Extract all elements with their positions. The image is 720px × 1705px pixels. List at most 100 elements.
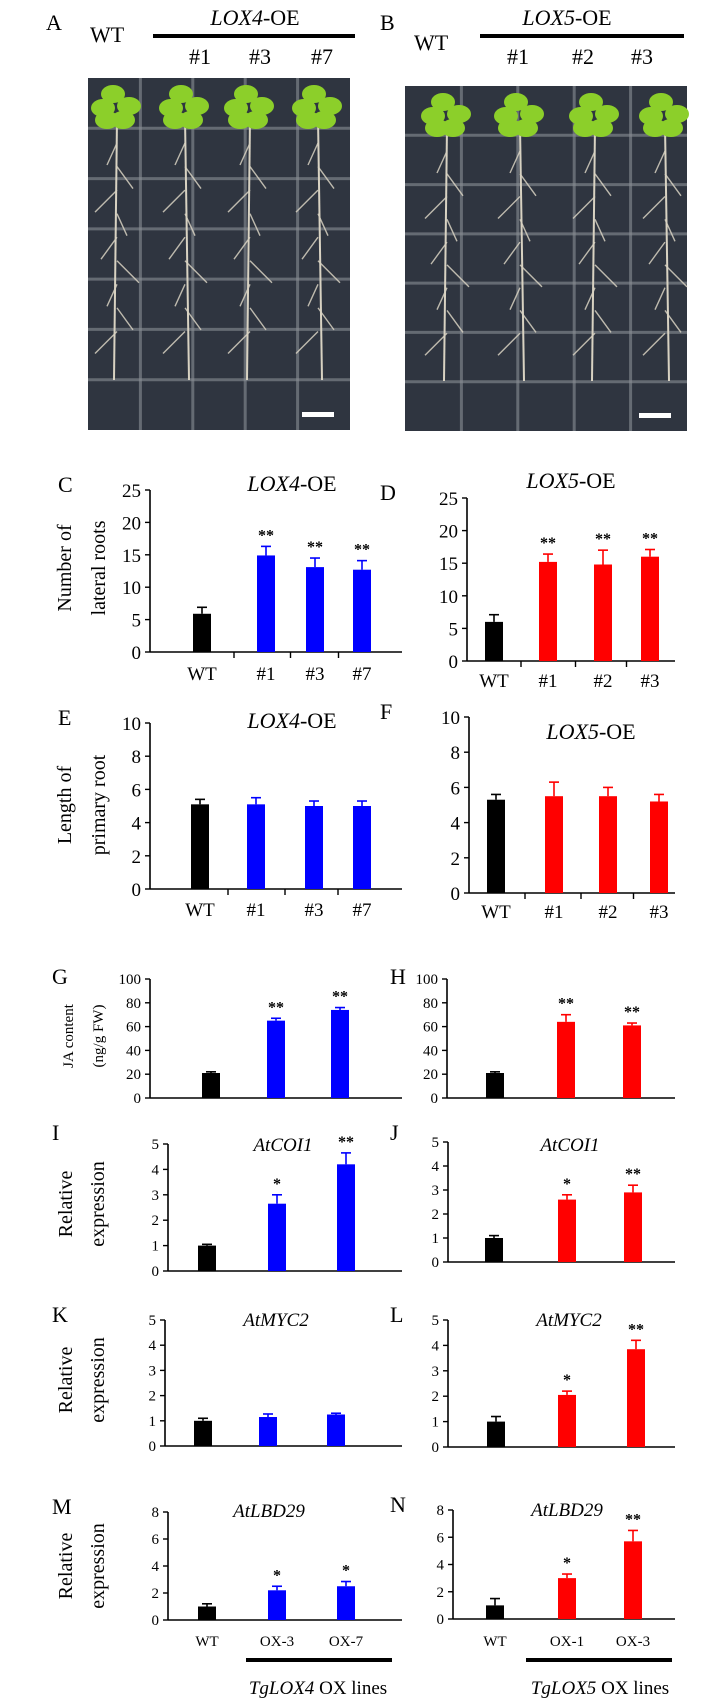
lateral-root: [446, 219, 458, 242]
y-tick-label: 40: [423, 1043, 438, 1059]
lateral-root: [239, 142, 251, 166]
panel-label: N: [390, 1492, 406, 1517]
bar: [202, 1073, 220, 1098]
lateral-root: [446, 310, 464, 333]
significance-mark: **: [624, 1004, 640, 1021]
lateral-root: [174, 284, 186, 307]
lateral-root: [239, 284, 251, 307]
y-tick-label: 0: [152, 1264, 160, 1280]
chart-D: D 0 5 10 15 20 25 WT ** #1 ** #2 ** #3 LOX5-OE: [380, 468, 675, 692]
y-tick-label: 4: [152, 1162, 160, 1178]
chart-title: LOX5-OE: [525, 468, 615, 493]
lateral-root: [642, 196, 666, 220]
lateral-root: [497, 332, 521, 356]
lateral-root: [233, 236, 251, 260]
y-tick-label: 0: [432, 1255, 440, 1271]
category-label: #2: [599, 902, 618, 923]
lateral-root: [594, 264, 618, 288]
y-tick-label: 6: [437, 1530, 445, 1546]
significance-mark: *: [273, 1176, 281, 1193]
category-label: #1: [545, 902, 564, 923]
lateral-root: [497, 196, 521, 220]
panel-label: I: [52, 1120, 59, 1145]
photo-panel-A: A WT LOX4-OE #1 #3 #7: [46, 5, 355, 430]
lateral-root: [424, 196, 448, 220]
category-label: #1: [247, 900, 266, 921]
line-label: #1: [189, 44, 211, 69]
lateral-root: [184, 307, 202, 331]
y-tick-label: 0: [134, 1091, 142, 1107]
chart-E: E 0 2 4 6 8 10 WT #1 #3 #7 LOX4-OE: [58, 705, 402, 921]
agar-plate: [88, 78, 350, 430]
panel-label: F: [380, 699, 392, 724]
category-label: #3: [305, 900, 324, 921]
leaf: [163, 111, 187, 129]
lateral-root: [116, 213, 128, 236]
category-label: WT: [483, 1634, 506, 1650]
significance-mark: *: [563, 1555, 571, 1572]
panel-label: C: [58, 472, 73, 497]
y-tick-label: 10: [439, 587, 458, 608]
scale-bar: [302, 412, 334, 417]
title-rest: -OE: [300, 471, 337, 496]
wt-label: WT: [90, 22, 125, 47]
y-tick-label: 25: [122, 481, 141, 502]
leaf: [665, 105, 689, 123]
y-tick-label: 8: [152, 1505, 160, 1521]
lateral-root: [317, 213, 329, 236]
title-rest: -OE: [599, 719, 636, 744]
chart-G: G 0 20 40 60 80 100 ** **: [52, 964, 402, 1107]
lateral-root: [664, 173, 682, 197]
lateral-root: [174, 142, 186, 166]
bar: [268, 1203, 286, 1271]
panel-label: E: [58, 705, 71, 730]
category-label: WT: [187, 664, 217, 685]
leaf: [318, 97, 342, 115]
y-tick-label: 60: [126, 1020, 141, 1036]
y-tick-label: 5: [149, 1313, 157, 1329]
lateral-root: [249, 166, 267, 189]
y-label-line: expression: [87, 1161, 109, 1247]
y-label-line: expression: [87, 1337, 109, 1423]
lateral-root: [249, 260, 273, 284]
y-label-line: expression: [87, 1523, 109, 1609]
bar: [557, 1021, 575, 1098]
y-tick-label: 80: [126, 996, 141, 1012]
footer-rest: OX lines: [596, 1678, 669, 1699]
lateral-root: [317, 307, 335, 331]
lateral-root: [227, 330, 251, 354]
lateral-root: [106, 284, 118, 307]
leaf: [579, 93, 603, 111]
lateral-root: [519, 173, 537, 197]
lateral-root: [436, 287, 448, 310]
lateral-root: [227, 189, 251, 213]
y-tick-label: 0: [132, 880, 142, 901]
lateral-root: [664, 219, 676, 242]
primary-root: [113, 117, 118, 381]
footer-left: TgLOX4 OX lines: [249, 1678, 387, 1699]
leaf: [425, 119, 449, 137]
bar: [594, 564, 612, 661]
y-tick-label: 2: [152, 1586, 160, 1602]
y-tick-label: 0: [132, 643, 142, 664]
y-label-line: Length of: [54, 766, 76, 845]
y-tick-label: 2: [451, 849, 461, 870]
y-label-line: (ng/g FW): [91, 1005, 107, 1068]
bar: [267, 1020, 285, 1098]
category-label: #3: [306, 664, 325, 685]
category-label: OX-7: [329, 1634, 364, 1650]
y-tick-label: 60: [423, 1020, 438, 1036]
y-tick-label: 6: [152, 1532, 160, 1548]
chart-title: AtCOI1: [538, 1135, 599, 1156]
leaf: [504, 93, 528, 111]
y-tick-label: 2: [432, 1207, 440, 1223]
y-tick-label: 8: [451, 743, 461, 764]
lateral-root: [295, 330, 319, 354]
leaf: [573, 119, 597, 137]
y-label-line: Relative: [55, 1171, 77, 1238]
y-tick-label: 6: [132, 780, 142, 801]
panel-label: G: [52, 964, 68, 989]
significance-mark: **: [625, 1166, 641, 1183]
lateral-root: [654, 150, 666, 174]
lateral-root: [664, 264, 688, 288]
